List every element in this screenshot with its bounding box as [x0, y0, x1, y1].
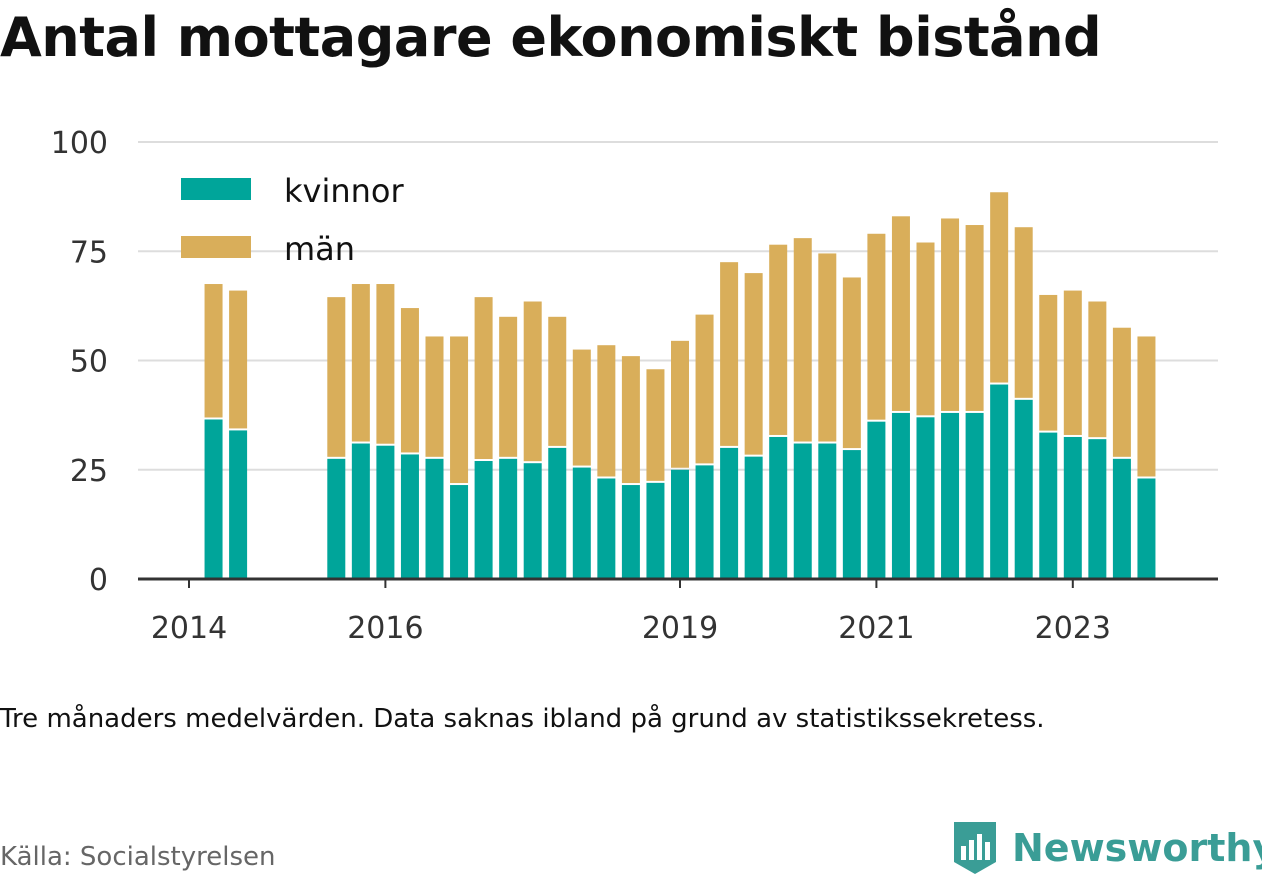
bar-kvinnor — [1039, 432, 1058, 579]
y-tick-label: 0 — [89, 563, 108, 598]
bar-man — [572, 349, 591, 466]
bar-man — [204, 284, 223, 418]
bar-kvinnor — [351, 443, 370, 579]
bar-kvinnor — [229, 430, 248, 579]
x-tick-label: 2014 — [151, 611, 227, 646]
bar-man — [1137, 336, 1156, 477]
bar-kvinnor — [1137, 478, 1156, 579]
bar-kvinnor — [204, 419, 223, 579]
bar-man — [671, 340, 689, 468]
legend-label-kvinnor: kvinnor — [284, 172, 405, 210]
chart-footnote: Tre månaders medelvärden. Data saknas ib… — [0, 704, 1045, 734]
bar-kvinnor — [548, 447, 567, 579]
bar-man — [499, 316, 518, 457]
bar-kvinnor — [499, 458, 518, 579]
bar-kvinnor — [818, 443, 837, 579]
bar-kvinnor — [965, 412, 984, 579]
stacked-bar-chart: 0 25 50 75 100 2014 2016 2019 2021 2023 kvinnor … — [51, 126, 1218, 646]
x-tick-label: 2016 — [347, 611, 423, 646]
bar-kvinnor — [450, 485, 469, 579]
legend: kvinnor män — [181, 172, 405, 268]
bar-kvinnor — [671, 469, 689, 579]
bar-man — [621, 356, 640, 484]
brand-name: Newsworthy — [1012, 826, 1262, 870]
y-tick-label: 75 — [70, 235, 108, 270]
bar-man — [842, 277, 861, 449]
bar-man — [425, 336, 444, 457]
bar-kvinnor — [941, 412, 960, 579]
bar-kvinnor — [572, 467, 591, 579]
bar-man — [1014, 227, 1033, 398]
bar-man — [891, 216, 910, 411]
bar-kvinnor — [1112, 458, 1131, 579]
y-tick-label: 100 — [51, 126, 108, 161]
bar-man — [965, 225, 984, 411]
y-axis-ticks: 0 25 50 75 100 — [51, 126, 108, 598]
bar-man — [351, 284, 370, 442]
bar-man — [793, 238, 812, 442]
bar-kvinnor — [916, 417, 935, 579]
bar-man — [1063, 290, 1082, 435]
bar-man — [818, 253, 837, 442]
bar-man — [523, 301, 542, 462]
bar-man — [916, 242, 935, 416]
bar-kvinnor — [376, 445, 395, 579]
legend-swatch-kvinnor — [181, 178, 251, 200]
bar-chart-logo-icon — [954, 822, 996, 874]
x-tick-label: 2021 — [838, 611, 914, 646]
bar-kvinnor — [720, 447, 739, 579]
bar-man — [229, 290, 248, 429]
legend-label-man: män — [284, 230, 355, 268]
source-credit: Källa: Socialstyrelsen — [0, 842, 276, 872]
bar-kvinnor — [597, 478, 616, 579]
bar-man — [597, 345, 616, 477]
bar-man — [327, 297, 346, 457]
bar-kvinnor — [1088, 439, 1107, 579]
chart-title: Antal mottagare ekonomiskt bistånd — [0, 6, 1102, 69]
bar-man — [769, 244, 788, 435]
bar-man — [744, 273, 763, 455]
bar-man — [1088, 301, 1107, 438]
bar-man — [376, 284, 395, 444]
bar-man — [450, 336, 469, 484]
bar-kvinnor — [867, 421, 886, 579]
bar-kvinnor — [769, 436, 788, 579]
bar-kvinnor — [621, 485, 640, 579]
bar-man — [867, 233, 886, 420]
bar-kvinnor — [474, 461, 493, 579]
bar-kvinnor — [646, 482, 665, 579]
bar-man — [646, 369, 665, 481]
y-tick-label: 25 — [70, 454, 108, 489]
bar-kvinnor — [695, 465, 714, 579]
x-tick-label: 2023 — [1035, 611, 1111, 646]
x-tick-label: 2019 — [642, 611, 718, 646]
bar-man — [548, 316, 567, 446]
bar-kvinnor — [842, 450, 861, 579]
bar-kvinnor — [1014, 399, 1033, 579]
bar-kvinnor — [523, 463, 542, 579]
legend-swatch-man — [181, 236, 251, 258]
bar-kvinnor — [327, 458, 346, 579]
bar-kvinnor — [990, 384, 1009, 579]
bar-man — [695, 314, 714, 464]
bar-kvinnor — [793, 443, 812, 579]
bar-man — [990, 192, 1009, 383]
bar-kvinnor — [744, 456, 763, 579]
bar-man — [474, 297, 493, 460]
bar-man — [1039, 294, 1058, 431]
bar-kvinnor — [1063, 436, 1082, 579]
bar-man — [400, 308, 419, 453]
bar-man — [720, 262, 739, 446]
bar-kvinnor — [425, 458, 444, 579]
bar-kvinnor — [891, 412, 910, 579]
bar-man — [941, 218, 960, 411]
x-axis: 2014 2016 2019 2021 2023 — [138, 577, 1218, 646]
bar-kvinnor — [400, 454, 419, 579]
y-tick-label: 50 — [70, 345, 108, 380]
bars — [204, 192, 1156, 579]
bar-man — [1112, 327, 1131, 457]
brand-logo[interactable]: Newsworthy — [950, 818, 1262, 878]
